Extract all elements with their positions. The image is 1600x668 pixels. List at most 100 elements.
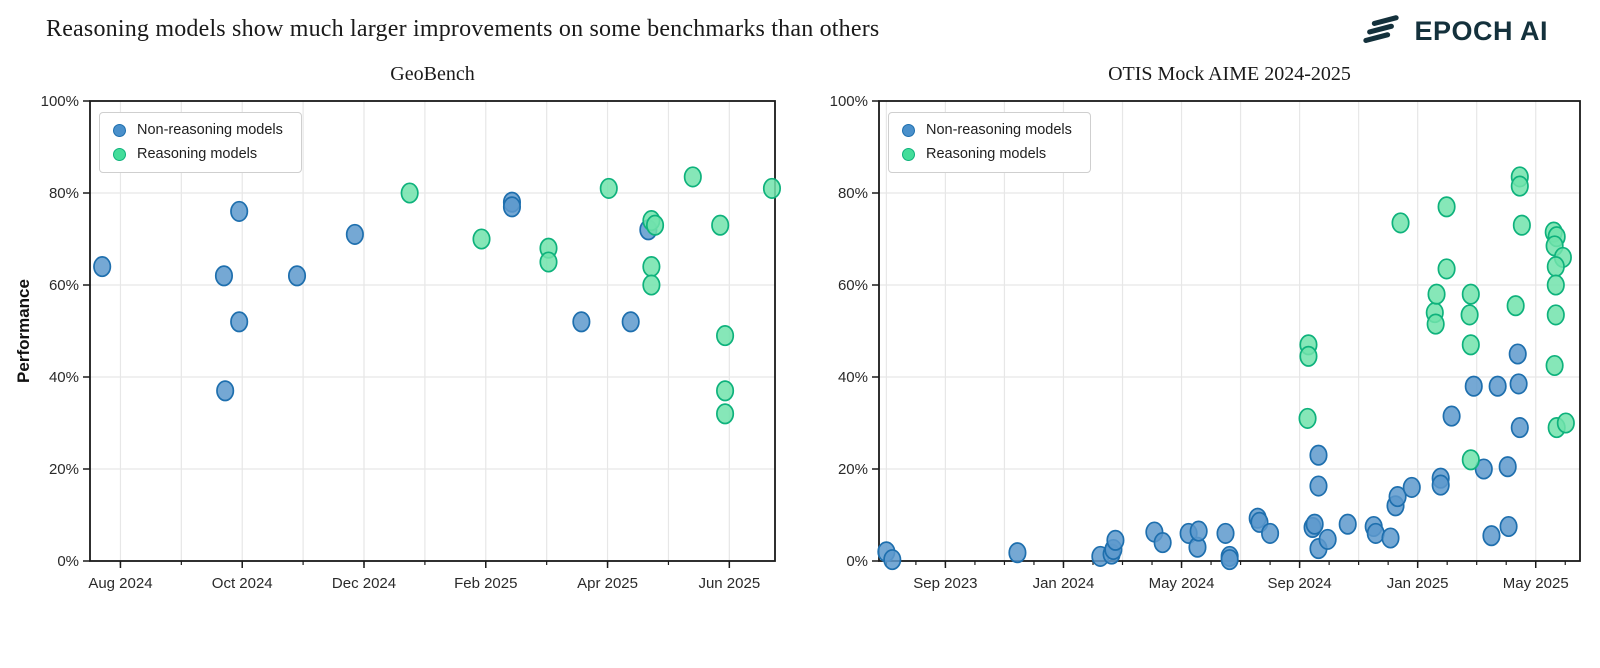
reasoning-point bbox=[1556, 412, 1575, 434]
x-tick-label: Feb 2025 bbox=[454, 575, 517, 592]
non-reasoning-marker-icon bbox=[113, 123, 126, 137]
geobench-plot: 0% 20% 40% 60% 80% 100% Aug 2024 Oct 2024 Dec 20… bbox=[41, 93, 782, 592]
legend-label: Reasoning models bbox=[926, 146, 1047, 162]
y-tick-label: 20% bbox=[838, 461, 868, 478]
non-reasoning-point bbox=[230, 200, 249, 222]
reasoning-point bbox=[1299, 345, 1318, 367]
reasoning-point bbox=[683, 166, 702, 188]
x-tick-label: Aug 2024 bbox=[88, 575, 152, 592]
reasoning-marker-icon bbox=[113, 147, 126, 161]
non-reasoning-point bbox=[287, 265, 307, 287]
legend-item-non-reasoning: Non-reasoning models bbox=[113, 122, 283, 138]
legend-label: Non-reasoning models bbox=[926, 122, 1072, 138]
legend-item-reasoning: Reasoning models bbox=[902, 146, 1072, 162]
non-reasoning-point bbox=[345, 223, 364, 245]
y-tick-label: 80% bbox=[838, 185, 868, 202]
non-reasoning-point bbox=[93, 256, 112, 278]
non-reasoning-point bbox=[1261, 522, 1280, 544]
non-reasoning-point bbox=[1220, 549, 1239, 571]
reasoning-point bbox=[1461, 283, 1480, 305]
non-reasoning-point bbox=[1305, 513, 1324, 535]
reasoning-point bbox=[1437, 258, 1456, 280]
x-tick-label: Sep 2024 bbox=[1267, 575, 1331, 592]
reasoning-point bbox=[1512, 214, 1531, 236]
y-tick-label: 60% bbox=[838, 277, 868, 294]
y-tick-label: 60% bbox=[49, 277, 79, 294]
reasoning-point bbox=[1391, 212, 1410, 234]
non-reasoning-point bbox=[1153, 532, 1172, 554]
x-tick-label: Jan 2025 bbox=[1387, 575, 1449, 592]
reasoning-point bbox=[1546, 274, 1565, 296]
non-reasoning-point bbox=[1464, 375, 1483, 397]
x-tick-label: Dec 2024 bbox=[332, 575, 396, 592]
non-reasoning-point bbox=[621, 311, 640, 333]
reasoning-point bbox=[539, 251, 558, 273]
y-tick-label: 100% bbox=[830, 93, 868, 110]
non-reasoning-point bbox=[1388, 486, 1407, 508]
non-reasoning-point bbox=[230, 311, 249, 333]
x-tick-label: Jan 2024 bbox=[1033, 575, 1095, 592]
plot-frame bbox=[89, 100, 776, 562]
non-reasoning-point bbox=[1381, 527, 1400, 549]
non-reasoning-point bbox=[1366, 522, 1385, 544]
x-tick-label: Apr 2025 bbox=[577, 575, 638, 592]
chart-title-otis-aime: OTIS Mock AIME 2024-2025 bbox=[1108, 63, 1351, 85]
non-reasoning-marker-icon bbox=[902, 123, 915, 137]
non-reasoning-point bbox=[1338, 513, 1357, 535]
reasoning-point bbox=[1427, 283, 1446, 305]
figure-title: Reasoning models show much larger improv… bbox=[46, 16, 880, 42]
reasoning-point bbox=[1546, 256, 1565, 278]
non-reasoning-point bbox=[1309, 475, 1328, 497]
reasoning-point bbox=[599, 177, 618, 199]
non-reasoning-point bbox=[1510, 417, 1529, 439]
x-tick-label: Jun 2025 bbox=[698, 575, 760, 592]
non-reasoning-point bbox=[1442, 405, 1461, 427]
legend-item-non-reasoning: Non-reasoning models bbox=[902, 122, 1072, 138]
y-tick-label: 0% bbox=[57, 553, 79, 570]
legend-geobench: Non-reasoning models Reasoning models bbox=[99, 112, 302, 173]
non-reasoning-point bbox=[1402, 476, 1421, 498]
non-reasoning-point bbox=[1008, 542, 1027, 564]
non-reasoning-point bbox=[1509, 373, 1528, 395]
non-reasoning-point bbox=[1499, 515, 1518, 538]
reasoning-point bbox=[1460, 304, 1479, 326]
non-reasoning-point bbox=[1309, 444, 1328, 466]
x-tick-label: Sep 2023 bbox=[913, 575, 977, 592]
epoch-ai-logo: EPOCH AI bbox=[1360, 14, 1548, 48]
x-tick-label: May 2024 bbox=[1149, 575, 1215, 592]
non-reasoning-point bbox=[572, 311, 591, 333]
reasoning-point bbox=[1546, 304, 1565, 326]
y-tick-label: 0% bbox=[846, 553, 868, 570]
y-tick-label: 100% bbox=[41, 93, 79, 110]
non-reasoning-point bbox=[1106, 529, 1125, 551]
non-reasoning-point bbox=[502, 196, 522, 218]
y-tick-label: 40% bbox=[49, 369, 79, 386]
non-reasoning-point bbox=[1318, 528, 1337, 550]
reasoning-point bbox=[1426, 313, 1445, 335]
legend-label: Non-reasoning models bbox=[137, 122, 283, 138]
y-tick-label: 20% bbox=[49, 461, 79, 478]
reasoning-point bbox=[716, 380, 735, 402]
reasoning-point bbox=[711, 214, 730, 236]
non-reasoning-point bbox=[1189, 520, 1208, 542]
non-reasoning-point bbox=[216, 380, 235, 402]
non-reasoning-point bbox=[1474, 458, 1493, 480]
otis-aime-plot: 0% 20% 40% 60% 80% 100% Sep 2023 Jan 2024 May 20… bbox=[830, 93, 1581, 592]
reasoning-point bbox=[642, 274, 661, 296]
reasoning-point bbox=[1510, 175, 1529, 197]
y-tick-label: 40% bbox=[838, 369, 868, 386]
reasoning-point bbox=[1461, 449, 1480, 471]
reasoning-point bbox=[1461, 334, 1480, 356]
legend-label: Reasoning models bbox=[137, 146, 258, 162]
non-reasoning-point bbox=[883, 549, 902, 571]
y-tick-label: 80% bbox=[49, 185, 79, 202]
reasoning-point bbox=[472, 228, 491, 250]
reasoning-point bbox=[1506, 295, 1525, 317]
reasoning-point bbox=[1298, 407, 1317, 429]
non-reasoning-point bbox=[1216, 522, 1235, 544]
x-tick-label: May 2025 bbox=[1503, 575, 1569, 592]
reasoning-point bbox=[1545, 354, 1564, 377]
chart-title-geobench: GeoBench bbox=[390, 63, 475, 85]
reasoning-point bbox=[642, 256, 661, 278]
